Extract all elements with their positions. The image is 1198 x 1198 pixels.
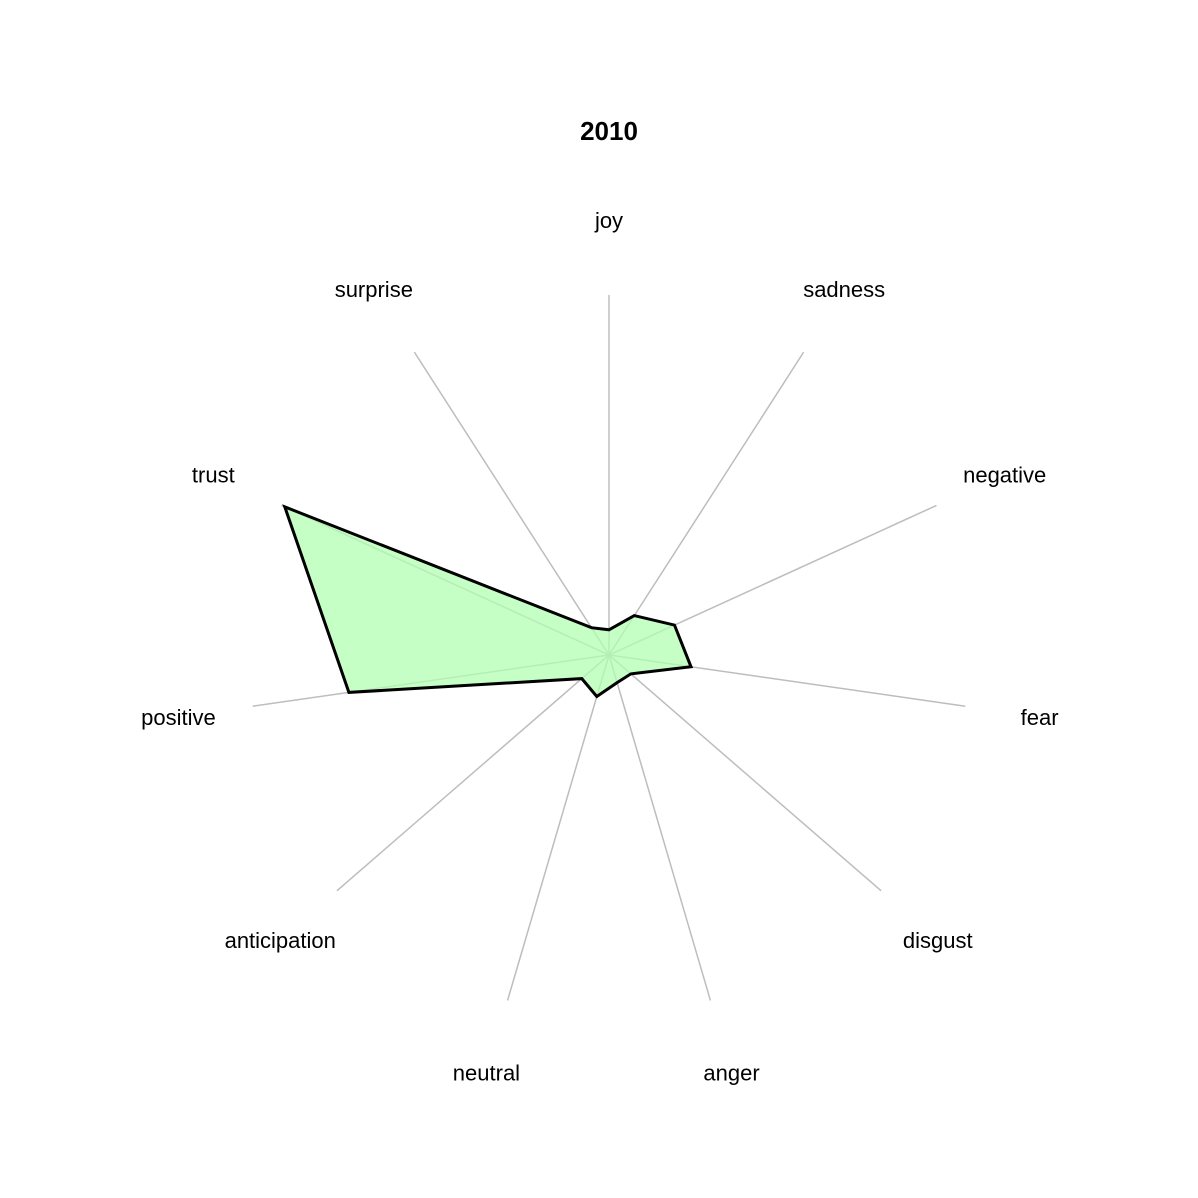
axis-label-anger: anger (703, 1060, 759, 1085)
radar-areas (282, 504, 694, 699)
axis-label-fear: fear (1021, 705, 1059, 730)
axis-label-negative: negative (963, 462, 1046, 487)
spoke-anticipation (336, 654, 610, 892)
series-area-0 (282, 504, 694, 699)
spoke-neutral (506, 654, 610, 1001)
spoke-sadness (608, 351, 805, 656)
axis-label-neutral: neutral (453, 1060, 520, 1085)
axis-label-positive: positive (141, 705, 216, 730)
spoke-surprise (413, 351, 610, 656)
axis-label-anticipation: anticipation (225, 928, 336, 953)
axis-label-trust: trust (192, 462, 235, 487)
axis-label-joy: joy (594, 208, 623, 233)
chart-title: 2010 (580, 116, 638, 146)
axis-label-disgust: disgust (903, 928, 973, 953)
spoke-disgust (608, 654, 882, 892)
spoke-anger (608, 654, 712, 1001)
axis-label-sadness: sadness (803, 277, 885, 302)
axis-labels: joy sadness negative fear disgust anger neutra… (141, 208, 1058, 1085)
axis-label-surprise: surprise (335, 277, 413, 302)
